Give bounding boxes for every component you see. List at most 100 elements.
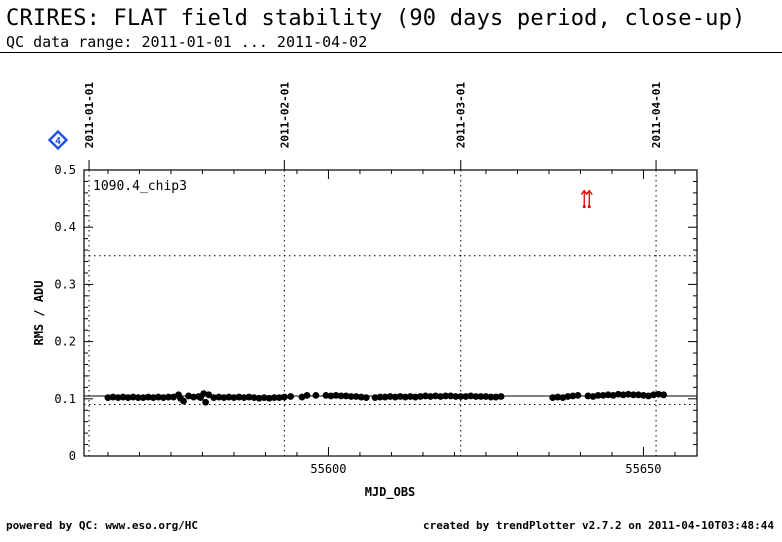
points-layer — [104, 390, 668, 406]
data-point — [619, 391, 627, 399]
data-point — [386, 393, 394, 400]
data-point — [371, 394, 379, 402]
data-point — [202, 398, 209, 406]
outlier-arrow-base — [587, 205, 591, 209]
data-point — [230, 394, 238, 402]
data-point — [362, 394, 370, 402]
data-point — [312, 391, 320, 399]
data-point — [220, 394, 228, 402]
data-point — [584, 392, 592, 400]
data-point — [210, 394, 218, 402]
y-tick-label: 0.5 — [54, 163, 76, 177]
data-point — [332, 391, 340, 399]
x-tick-label: 55650 — [625, 462, 661, 476]
data-point — [629, 391, 637, 399]
data-point — [487, 393, 495, 401]
data-point — [472, 393, 480, 400]
data-point — [549, 394, 557, 402]
data-point — [381, 393, 389, 401]
data-point — [154, 393, 162, 401]
data-point — [347, 393, 355, 400]
data-point — [275, 394, 283, 402]
data-point — [357, 393, 365, 401]
data-point — [190, 393, 198, 401]
data-point — [265, 394, 273, 402]
data-point — [660, 391, 668, 399]
y-axis-label: RMS / ADU — [32, 280, 46, 345]
y-tick-label: 0.3 — [54, 277, 76, 291]
data-point — [411, 393, 419, 401]
data-point — [270, 394, 278, 402]
badge-diamond — [47, 129, 69, 151]
data-point — [149, 394, 157, 402]
date-marker-label: 2011-03-01 — [455, 82, 468, 149]
y-tick-label: 0.4 — [54, 220, 76, 234]
data-point — [467, 392, 475, 400]
sequence-badge: 4 — [47, 129, 69, 151]
data-point — [129, 393, 137, 401]
data-point — [457, 393, 465, 400]
data-point — [280, 393, 288, 401]
x-tick-label: 55600 — [310, 462, 346, 476]
data-point — [376, 393, 384, 401]
data-point — [109, 393, 117, 401]
page-title: CRIRES: FLAT field stability (90 days pe… — [6, 6, 746, 31]
data-point — [599, 391, 607, 399]
data-point — [391, 393, 399, 401]
footer-created-by: created by trendPlotter v2.7.2 on 2011-0… — [423, 519, 774, 532]
data-point — [342, 392, 350, 400]
data-point — [303, 391, 311, 399]
panel-label: 1090.4_chip3 — [93, 179, 187, 194]
data-point — [134, 394, 142, 402]
data-point — [462, 393, 470, 400]
data-point — [417, 393, 424, 400]
data-point — [337, 392, 345, 400]
data-point — [205, 391, 213, 399]
data-point — [569, 392, 577, 400]
data-point — [104, 394, 112, 402]
data-point — [406, 393, 414, 400]
data-point — [564, 393, 572, 400]
data-point — [322, 391, 330, 399]
data-point — [594, 391, 602, 399]
data-point — [574, 391, 582, 399]
data-point — [624, 390, 632, 398]
data-point — [352, 393, 360, 400]
data-point — [114, 394, 122, 402]
data-point — [427, 393, 434, 400]
data-point — [159, 394, 167, 402]
data-point — [604, 391, 612, 399]
y-tick-label: 0.1 — [54, 392, 76, 406]
outlier-arrow-icon — [580, 189, 593, 209]
data-point — [139, 394, 147, 402]
date-marker-label: 2011-02-01 — [278, 82, 291, 149]
outlier-arrow-head — [580, 189, 588, 195]
data-point — [287, 393, 295, 400]
data-point — [635, 391, 642, 399]
data-point — [447, 392, 455, 400]
data-point — [255, 394, 263, 402]
data-point — [554, 393, 562, 401]
x-axis-label: MJD_OBS — [365, 485, 416, 500]
data-point — [235, 393, 243, 401]
data-point — [250, 394, 258, 402]
data-point — [165, 393, 172, 401]
data-point — [432, 392, 439, 400]
data-point — [119, 393, 127, 401]
header-divider — [0, 52, 782, 53]
date-marker-label: 2011-04-01 — [650, 82, 663, 149]
outlier-arrow-head — [585, 189, 593, 195]
data-point — [260, 394, 268, 402]
data-point — [477, 393, 485, 400]
data-point — [124, 394, 132, 402]
data-point — [225, 393, 233, 401]
y-tick-label: 0 — [69, 449, 76, 463]
data-point — [180, 397, 187, 405]
data-point — [437, 393, 444, 400]
y-tick-label: 0.2 — [54, 335, 76, 349]
ticks-layer: 0 0.1 0.2 0.3 0.4 0.5 55600 55650 — [54, 163, 697, 476]
data-point — [442, 392, 450, 400]
data-point — [215, 393, 223, 401]
page-subtitle: QC data range: 2011-01-01 ... 2011-04-02 — [6, 33, 368, 51]
